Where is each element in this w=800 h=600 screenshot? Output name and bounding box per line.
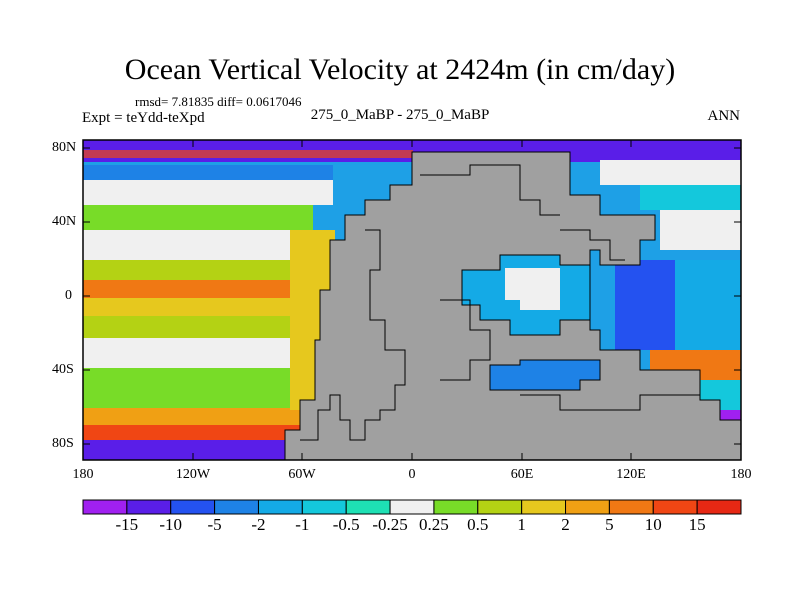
colorbar-swatch <box>696 499 742 515</box>
lat-label-0: 0 <box>65 288 72 303</box>
country-outline <box>560 229 625 261</box>
southern-sea <box>489 359 601 391</box>
colorbar-swatch <box>477 499 523 515</box>
field-band <box>83 298 333 316</box>
field-band <box>83 230 323 260</box>
southern-fringe <box>83 440 303 460</box>
colorbar-label: -2 <box>251 515 266 534</box>
field-band <box>675 260 741 350</box>
lat-label-80s: 80S <box>52 436 74 451</box>
colorbar-label: 1 <box>517 515 526 534</box>
experiment-label: Expt = teYdd-teXpd <box>82 110 205 126</box>
lon-label-0: 0 <box>408 467 416 482</box>
colorbar-label: -0.25 <box>372 515 408 534</box>
field-band <box>83 180 333 205</box>
country-outline <box>420 164 560 216</box>
field-band <box>83 368 313 408</box>
colorbar-label: 0.25 <box>419 515 449 534</box>
field-band <box>660 210 741 250</box>
colorbar-label: 15 <box>688 515 706 534</box>
colorbar-swatch <box>82 499 128 515</box>
country-outline <box>300 229 406 441</box>
colorbar-label: -1 <box>295 515 310 534</box>
field-band <box>83 165 333 180</box>
field-band <box>615 260 675 350</box>
field-band <box>83 205 313 230</box>
field-band <box>83 338 313 368</box>
field-band <box>83 280 333 298</box>
country-outline <box>440 299 491 381</box>
colorbar-label: 5 <box>605 515 614 534</box>
colorbar-label: -0.5 <box>332 515 360 534</box>
colorbar-swatch <box>345 499 391 515</box>
inner-sea-core <box>505 268 560 310</box>
colorbar-swatch <box>389 499 435 515</box>
colorbar-swatch <box>565 499 610 515</box>
colorbar-label: -10 <box>159 515 183 534</box>
lon-label-180w: 180 <box>72 467 94 482</box>
map-field <box>83 140 741 460</box>
lat-label-40s: 40S <box>52 362 74 377</box>
lat-label-40n: 40N <box>52 214 77 229</box>
case-label: 275_0_MaBP - 275_0_MaBP <box>310 107 490 123</box>
stats-text: rmsd= 7.81835 diff= 0.0617046 <box>135 94 302 109</box>
colorbar-swatch <box>257 499 303 515</box>
colorbar-label: 2 <box>561 515 570 534</box>
colorbar-swatch <box>126 499 172 515</box>
colorbar-swatch <box>652 499 698 515</box>
colorbar-swatch <box>608 499 654 515</box>
lon-label-180e: 180 <box>730 467 752 482</box>
colorbar-label: 0.5 <box>467 515 489 534</box>
colorbar-swatch <box>521 499 567 515</box>
season-label: ANN <box>707 108 741 124</box>
field-band <box>83 408 313 430</box>
field-band <box>83 260 333 280</box>
colorbar-label: -15 <box>115 515 139 534</box>
field-band <box>600 160 741 185</box>
lon-label-120w: 120W <box>175 467 211 482</box>
plot-title: Ocean Vertical Velocity at 2424m (in cm/… <box>124 53 676 86</box>
lon-label-120e: 120E <box>616 467 646 482</box>
field-band <box>83 316 323 338</box>
colorbar-swatch <box>301 499 347 515</box>
colorbar-swatch <box>214 499 259 515</box>
arctic-fringe <box>83 150 413 158</box>
colorbar-label: -5 <box>207 515 222 534</box>
axis-ticks <box>83 140 741 460</box>
country-outline <box>520 394 700 411</box>
colorbar-swatch <box>170 499 216 515</box>
lon-label-60w: 60W <box>288 467 316 482</box>
colorbar-swatch <box>433 499 479 515</box>
lat-label-80n: 80N <box>52 140 77 155</box>
field-band <box>640 185 741 210</box>
lon-label-60e: 60E <box>510 467 534 482</box>
colorbar-label: 10 <box>644 515 662 534</box>
